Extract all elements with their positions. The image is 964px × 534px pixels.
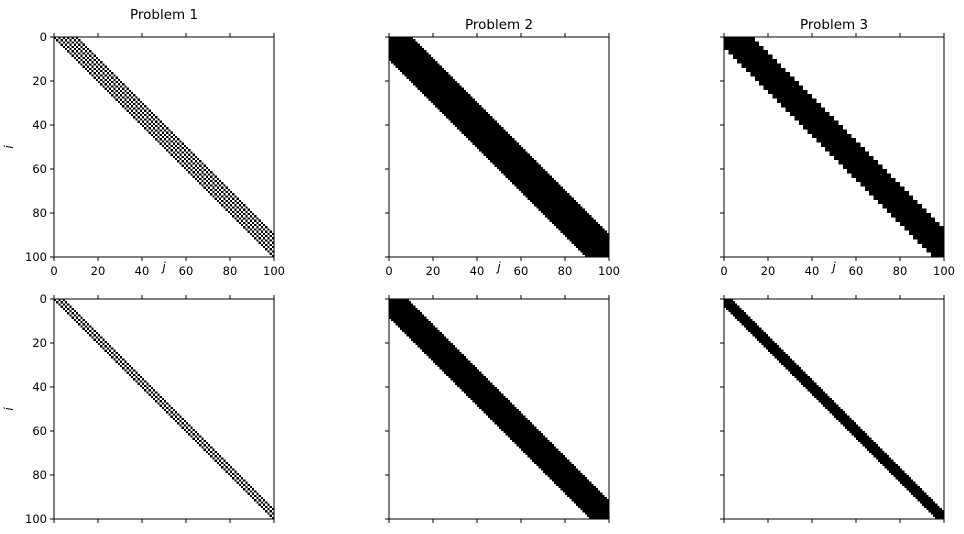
x-tick-label: 100	[598, 264, 620, 278]
axes-frame	[53, 298, 275, 520]
x-tick-label: 0	[50, 264, 57, 278]
matrix-image	[54, 299, 274, 519]
matrix-image	[389, 37, 609, 257]
y-tick-label: 40	[32, 118, 47, 132]
y-tick-label: 60	[32, 424, 47, 438]
x-tick-label: 80	[893, 264, 908, 278]
y-tick-label: 0	[40, 30, 47, 44]
matrix-image	[724, 37, 944, 257]
x-axis-label: j	[495, 260, 501, 274]
matrix-image	[724, 299, 944, 519]
axes-frame	[723, 36, 945, 258]
x-tick-label: 0	[720, 264, 727, 278]
y-tick-label: 60	[32, 162, 47, 176]
panel-6	[720, 295, 945, 523]
x-axis-label: j	[830, 260, 836, 274]
y-tick-label: 80	[32, 206, 47, 220]
chart-title: Problem 3	[800, 17, 868, 33]
axes-frame	[388, 298, 610, 520]
x-tick-label: 100	[933, 264, 955, 278]
panel-2: 0 20 40 60 80 100 Problem 2 j	[385, 17, 620, 278]
x-tick-label: 80	[558, 264, 573, 278]
y-tick-label: 0	[40, 292, 47, 306]
y-axis-label: i	[2, 145, 16, 149]
matrix-image	[54, 37, 274, 257]
y-tick-label: 80	[32, 468, 47, 482]
x-tick-label: 100	[263, 264, 285, 278]
y-tick-label: 40	[32, 380, 47, 394]
x-tick-label: 60	[179, 264, 194, 278]
x-tick-label: 60	[849, 264, 864, 278]
x-tick-label: 40	[470, 264, 485, 278]
y-tick-label: 20	[32, 336, 47, 350]
axes-frame	[388, 36, 610, 258]
x-tick-label: 20	[91, 264, 106, 278]
x-axis-label: j	[160, 260, 166, 274]
x-tick-label: 80	[223, 264, 238, 278]
axes-frame	[723, 298, 945, 520]
panel-4: 0 20 40 60 80 100 i	[2, 292, 275, 526]
chart-title: Problem 1	[130, 7, 198, 23]
chart-title: Problem 2	[465, 17, 533, 33]
x-tick-label: 40	[805, 264, 820, 278]
x-tick-label: 20	[761, 264, 776, 278]
panel-3: 0 20 40 60 80 100 Problem 3 j	[720, 17, 955, 278]
panel-5	[385, 295, 610, 523]
y-tick-label: 100	[25, 512, 47, 526]
matrix-image	[389, 299, 609, 519]
x-tick-label: 20	[426, 264, 441, 278]
y-tick-label: 100	[25, 250, 47, 264]
x-tick-label: 40	[135, 264, 150, 278]
y-tick-label: 20	[32, 74, 47, 88]
y-axis-label: i	[2, 407, 16, 411]
x-tick-label: 0	[385, 264, 392, 278]
axes-frame	[53, 36, 275, 258]
x-tick-label: 60	[514, 264, 529, 278]
